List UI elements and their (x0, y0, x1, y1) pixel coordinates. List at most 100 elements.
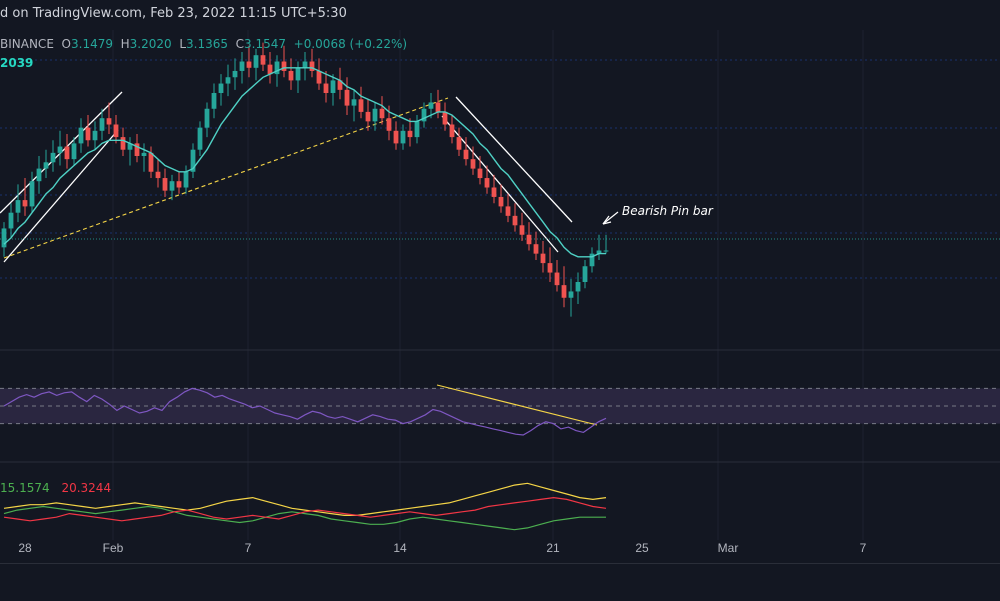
candle (519, 212, 525, 242)
exchange-label: BINANCE (0, 37, 54, 51)
x-tick-label: 7 (245, 541, 252, 555)
candle (155, 159, 161, 188)
candle (106, 102, 112, 134)
candle-body (428, 102, 434, 109)
candle-body (547, 263, 553, 273)
low-value: 3.1365 (186, 37, 228, 51)
candle (309, 48, 315, 78)
candle-body (155, 171, 161, 179)
candle (36, 156, 42, 194)
candle-body (78, 127, 84, 144)
open-label: O (61, 37, 71, 51)
ascending-channel-lower (3, 129, 119, 263)
candle (603, 234, 609, 254)
candle-body (36, 168, 42, 182)
candle-body (421, 108, 427, 122)
candle-body (295, 67, 301, 81)
candle (211, 83, 217, 119)
candle-body (281, 61, 287, 71)
candle (267, 52, 273, 84)
candle-body (197, 127, 203, 150)
candle-body (554, 272, 560, 286)
candle-body (477, 168, 483, 179)
candle-body (253, 55, 259, 68)
candle-body (162, 178, 168, 191)
candle-body (57, 146, 63, 153)
candle-body (386, 118, 392, 131)
candle-body (274, 61, 280, 75)
x-axis: 28 Feb 7 14 21 25 Mar 7 (18, 541, 866, 555)
candle (561, 266, 567, 308)
candle-body (141, 152, 147, 156)
x-tick-label: 7 (860, 541, 867, 555)
candle (533, 231, 539, 260)
candle-body (92, 130, 98, 141)
candle (1, 222, 7, 257)
candle-body (288, 70, 294, 81)
candle (43, 149, 49, 179)
candle (379, 96, 385, 125)
high-label: H (120, 37, 130, 51)
plus-di-line (3, 505, 606, 531)
candle (85, 115, 91, 147)
candle-body (344, 89, 350, 106)
candle (344, 77, 350, 116)
candle-body (127, 143, 133, 150)
candle-body (323, 83, 329, 93)
candle (505, 193, 511, 223)
candle (484, 165, 490, 194)
candle-body (540, 253, 546, 264)
candle (204, 102, 210, 138)
candle (435, 89, 441, 119)
candle (225, 64, 231, 97)
candle-body (526, 234, 532, 245)
candle (540, 241, 546, 273)
candle-body (22, 200, 28, 207)
candle-body (302, 61, 308, 68)
ema-legend: 2039 (0, 56, 33, 70)
candle-body (43, 162, 49, 169)
candle-body (365, 111, 371, 122)
candle-body (442, 111, 448, 125)
candle-body (400, 130, 406, 144)
candle-body (134, 143, 140, 156)
candle (589, 247, 595, 273)
candle-body (582, 266, 588, 282)
candle-body (190, 149, 196, 172)
candle (239, 52, 245, 84)
candle-body (589, 253, 595, 267)
x-tick-label: 25 (635, 541, 649, 555)
candle (512, 203, 518, 232)
candle-body (113, 124, 119, 138)
candle-body (148, 152, 154, 172)
candle (337, 67, 343, 100)
candle-body (211, 93, 217, 109)
candle-body (470, 159, 476, 169)
drawings[interactable] (0, 91, 1000, 426)
low-label: L (179, 37, 186, 51)
candle (197, 121, 203, 156)
candle-body (407, 130, 413, 138)
candle (575, 272, 581, 305)
candle (372, 102, 378, 131)
support-trendline (3, 97, 449, 259)
candle (456, 127, 462, 156)
candle (491, 174, 497, 204)
close-label: C (235, 37, 245, 51)
candle-body (204, 108, 210, 128)
watermark-text: d on TradingView.com, Feb 23, 2022 11:15… (0, 6, 347, 21)
annotation-text: Bearish Pin bar (622, 204, 713, 218)
candle-body (15, 200, 21, 213)
ohlc-legend: BINANCE O3.1479 H3.2020 L3.1365 C3.1547 … (0, 37, 407, 51)
candle-body (491, 187, 497, 197)
change-value: +0.0068 (+0.22%) (293, 37, 408, 51)
candle (127, 137, 133, 166)
candle (568, 278, 574, 317)
candle (22, 178, 28, 216)
candles (1, 42, 609, 317)
candle (29, 171, 35, 213)
descending-channel-upper (455, 96, 573, 223)
candle-body (218, 83, 224, 93)
candle-body (106, 118, 112, 125)
